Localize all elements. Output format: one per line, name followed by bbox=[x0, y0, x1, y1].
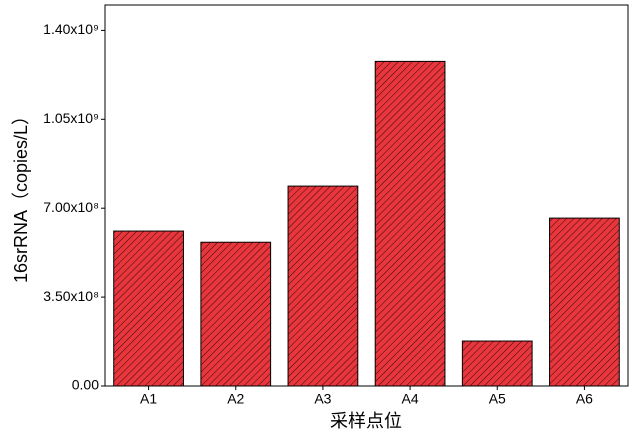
y-tick-label: 7.00x10⁸ bbox=[43, 199, 99, 215]
x-tick-label: A4 bbox=[402, 391, 419, 407]
x-tick-label: A5 bbox=[489, 391, 506, 407]
bar-hatch bbox=[375, 61, 445, 386]
bar-hatch bbox=[288, 186, 358, 386]
plot-frame bbox=[104, 4, 629, 387]
bar-hatch bbox=[113, 231, 184, 386]
bar-hatch bbox=[462, 341, 533, 386]
x-tick-label: A1 bbox=[140, 391, 157, 407]
x-axis-title: 采样点位 bbox=[330, 411, 402, 431]
bar-hatch bbox=[200, 242, 271, 386]
y-tick-label: 1.40x10⁹ bbox=[43, 21, 99, 37]
y-tick-label: 0.00 bbox=[72, 377, 99, 393]
x-tick-label: A2 bbox=[227, 391, 244, 407]
y-axis-title: 16srRNA（copies/L） bbox=[11, 107, 31, 283]
x-tick-label: A3 bbox=[314, 391, 331, 407]
y-tick-label: 3.50x10⁸ bbox=[43, 288, 99, 304]
bar-hatch bbox=[549, 218, 620, 386]
x-tick-label: A6 bbox=[576, 391, 593, 407]
y-tick-label: 1.05x10⁹ bbox=[43, 110, 99, 126]
